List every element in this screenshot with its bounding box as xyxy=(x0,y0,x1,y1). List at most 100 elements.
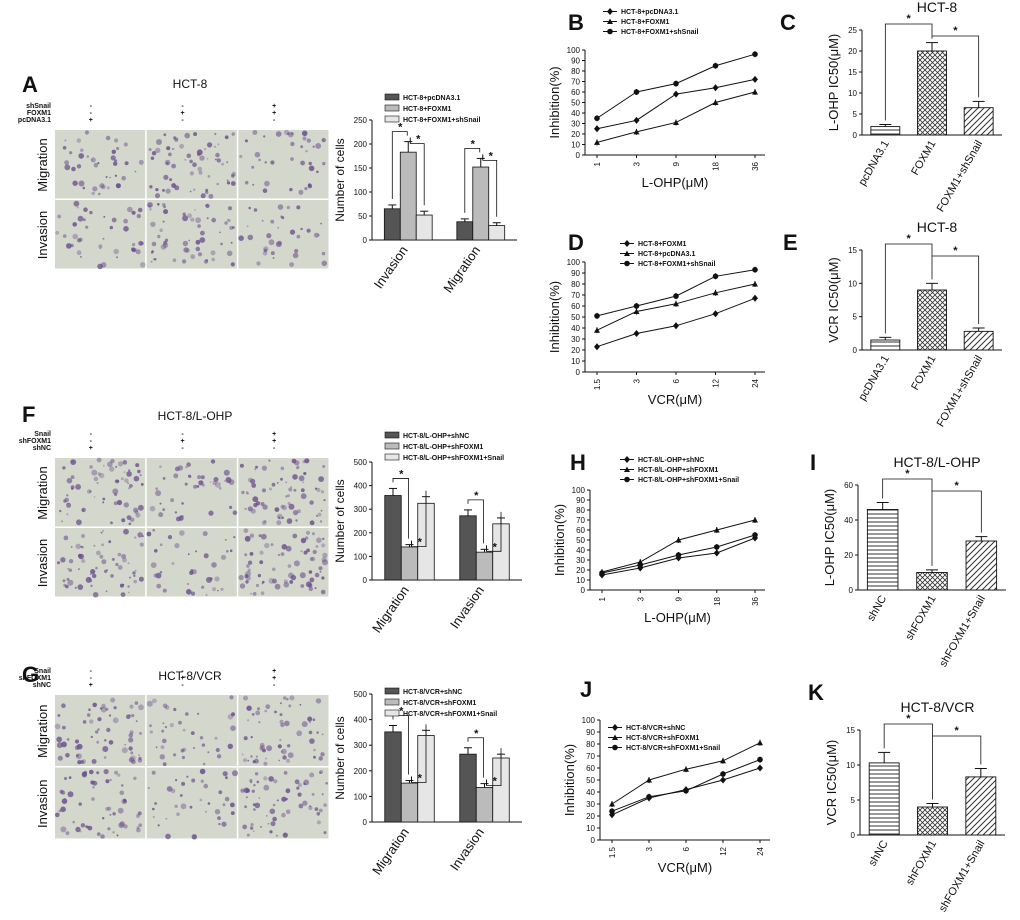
x-tick-label: 9 xyxy=(672,161,681,166)
cell-dot xyxy=(157,203,160,206)
cell-dot xyxy=(195,217,202,224)
cell-dot xyxy=(238,235,244,241)
legend-marker xyxy=(624,466,630,472)
treatment-sign: + xyxy=(180,675,184,682)
cell-dot xyxy=(183,247,189,253)
significance-bracket xyxy=(482,160,498,217)
x-category-label: FOXM1+shSnail xyxy=(935,354,986,430)
row-label: Invasion xyxy=(35,539,50,587)
cell-dot xyxy=(272,567,276,572)
significance-bracket xyxy=(884,243,933,334)
significance-bracket xyxy=(486,511,502,552)
cell-dot xyxy=(308,161,312,166)
bar xyxy=(459,753,477,823)
bar xyxy=(965,540,998,591)
cell-dot xyxy=(214,736,218,740)
cell-dot xyxy=(312,718,316,721)
cell-dot xyxy=(147,786,150,790)
cell-dot xyxy=(134,170,137,173)
legend-swatch xyxy=(384,93,400,101)
cell-dot xyxy=(242,758,248,763)
y-tick-label: 60 xyxy=(576,526,585,535)
cell-dot xyxy=(247,506,253,512)
cell-dot xyxy=(74,586,77,589)
cell-dot xyxy=(277,227,280,229)
cell-dot xyxy=(243,736,248,741)
cell-dot xyxy=(168,152,172,157)
cell-dot xyxy=(130,755,136,762)
cell-dot xyxy=(224,135,229,140)
cell-dot xyxy=(128,714,131,717)
panel-title: HCT-8 xyxy=(173,77,208,91)
cell-dot xyxy=(263,519,267,524)
cell-dot xyxy=(90,569,96,575)
cell-dot xyxy=(81,771,87,777)
y-tick-label: 90 xyxy=(571,57,580,66)
legend-label: HCT-8/VCR+shFOXM1+Snail xyxy=(626,745,720,752)
cell-dot xyxy=(199,736,204,740)
cell-dot xyxy=(82,218,86,222)
significance-star: * xyxy=(955,480,960,492)
cell-dot xyxy=(68,559,74,564)
cell-dot xyxy=(67,568,69,570)
micrograph-bg xyxy=(55,130,146,199)
cell-dot xyxy=(72,180,78,186)
cell-dot xyxy=(93,476,99,482)
cell-dot xyxy=(274,507,280,512)
cell-dot xyxy=(222,803,226,807)
data-point xyxy=(609,801,615,807)
legend-marker xyxy=(612,724,618,731)
panel-title: HCT-8/VCR xyxy=(158,669,222,683)
cell-dot xyxy=(135,512,141,518)
cell-dot xyxy=(117,565,123,570)
cell-dot xyxy=(232,770,238,777)
cell-dot xyxy=(268,776,274,782)
x-category-label: Invasion xyxy=(371,243,411,291)
legend-label: HCT-8+FOXM1+shSnail xyxy=(403,117,480,124)
cell-dot xyxy=(205,594,208,596)
cell-dot xyxy=(100,834,105,839)
cell-dot xyxy=(312,549,317,555)
cell-dot xyxy=(250,478,256,484)
cell-dot xyxy=(127,482,129,484)
cell-dot xyxy=(85,825,89,829)
cell-dot xyxy=(105,806,110,811)
cell-dot xyxy=(162,762,167,767)
cell-dot xyxy=(213,477,219,482)
x-category-label: Migration xyxy=(369,825,412,877)
y-tick-label: 30 xyxy=(586,800,595,809)
cell-dot xyxy=(260,826,262,828)
cell-dot xyxy=(274,583,281,590)
cell-dot xyxy=(246,796,248,799)
cell-dot xyxy=(121,554,127,559)
cell-dot xyxy=(279,738,282,742)
cell-dot xyxy=(300,488,305,493)
cell-dot xyxy=(195,550,198,553)
legend-marker xyxy=(624,476,630,483)
cell-dot xyxy=(264,709,268,713)
cell-dot xyxy=(281,516,285,520)
cell-dot xyxy=(66,502,72,508)
cell-dot xyxy=(162,508,166,511)
cell-dot xyxy=(126,471,132,477)
cell-dot xyxy=(306,548,310,553)
bar xyxy=(400,546,419,581)
cell-dot xyxy=(82,186,86,190)
treatment-label: pcDNA3.1 xyxy=(18,117,51,124)
cell-dot xyxy=(227,219,231,223)
cell-dot xyxy=(152,815,155,819)
cell-dot xyxy=(128,522,132,526)
micrograph-image xyxy=(55,130,146,199)
x-tick-label: 36 xyxy=(751,596,760,605)
cell-dot xyxy=(123,824,128,829)
cell-dot xyxy=(264,161,267,164)
cell-dot xyxy=(290,574,297,581)
cell-dot xyxy=(89,490,92,493)
cell-dot xyxy=(307,716,313,722)
y-tick-label: 0 xyxy=(363,818,368,827)
cell-dot xyxy=(98,192,101,196)
cell-dot xyxy=(133,579,137,584)
cell-dot xyxy=(179,530,185,536)
cell-dot xyxy=(290,486,293,488)
y-tick-label: 0 xyxy=(849,586,854,595)
